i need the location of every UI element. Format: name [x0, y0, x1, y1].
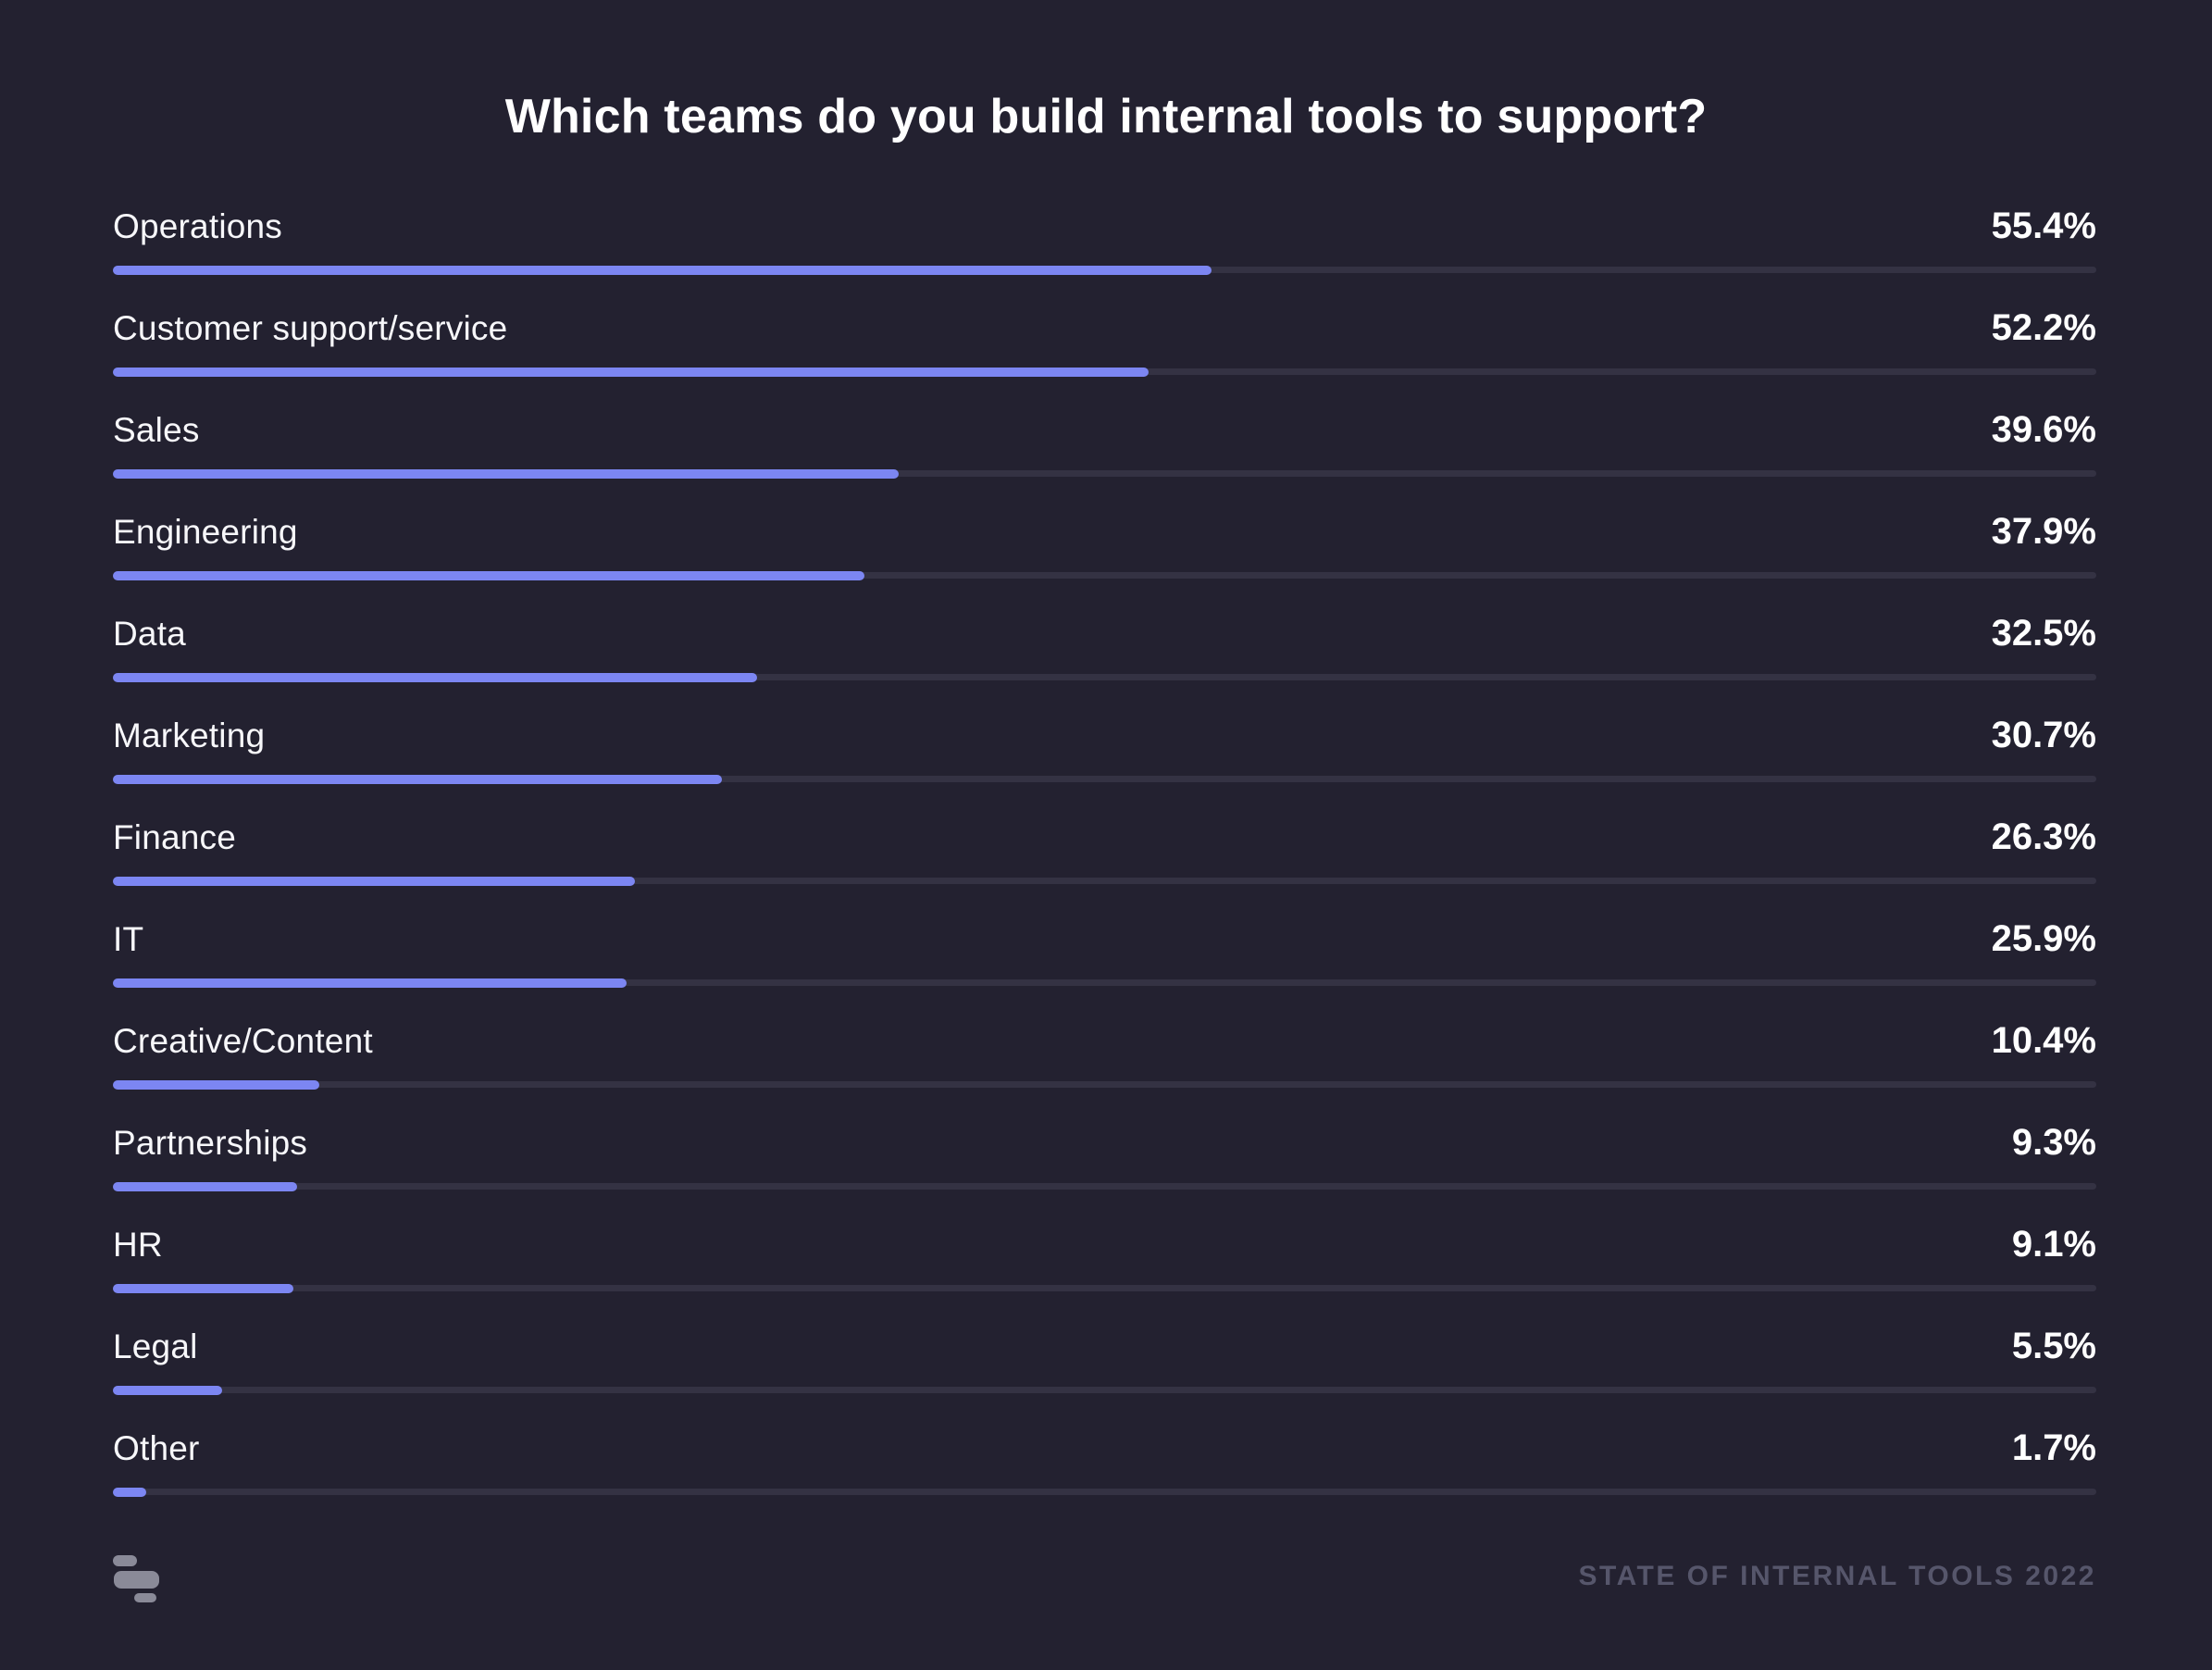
- bar-fill: [113, 1079, 319, 1090]
- value-label: 9.3%: [2011, 1122, 2096, 1163]
- value-label: 5.5%: [2011, 1326, 2096, 1366]
- logo-block-bottom: [134, 1593, 156, 1602]
- bar-fill: [113, 1385, 222, 1395]
- logo-block-middle: [114, 1571, 159, 1589]
- row-head: Engineering 37.9%: [113, 509, 2096, 554]
- bar-track: [113, 468, 2096, 479]
- row-head: Finance 26.3%: [113, 815, 2096, 859]
- chart-row: Other 1.7%: [113, 1426, 2096, 1497]
- value-label: 25.9%: [1991, 918, 2096, 959]
- value-label: 37.9%: [1991, 511, 2096, 552]
- row-head: HR 9.1%: [113, 1222, 2096, 1266]
- value-label: 39.6%: [1991, 409, 2096, 450]
- chart-row: Operations 55.4%: [113, 204, 2096, 275]
- row-head: Sales 39.6%: [113, 407, 2096, 452]
- bar-fill: [113, 1283, 293, 1293]
- bar-fill: [113, 265, 1212, 275]
- category-label: Partnerships: [113, 1124, 308, 1162]
- row-head: IT 25.9%: [113, 916, 2096, 961]
- chart-row: Sales 39.6%: [113, 407, 2096, 479]
- chart-row: Marketing 30.7%: [113, 713, 2096, 784]
- category-label: Marketing: [113, 717, 266, 754]
- bar-track: [113, 1487, 2096, 1497]
- bar-track: [113, 1181, 2096, 1191]
- chart-row: Engineering 37.9%: [113, 509, 2096, 580]
- bar-track: [113, 978, 2096, 988]
- chart-title: Which teams do you build internal tools …: [504, 90, 1708, 143]
- row-head: Legal 5.5%: [113, 1324, 2096, 1368]
- logo-block-top: [113, 1555, 137, 1566]
- bar-fill: [113, 570, 865, 580]
- value-label: 26.3%: [1991, 816, 2096, 857]
- category-label: Finance: [113, 818, 237, 856]
- bar-fill: [113, 978, 628, 988]
- value-label: 1.7%: [2011, 1427, 2096, 1468]
- value-label: 32.5%: [1991, 613, 2096, 654]
- retool-logo-icon: [113, 1553, 159, 1602]
- bar-fill: [113, 468, 899, 479]
- chart-row: Finance 26.3%: [113, 815, 2096, 886]
- value-label: 55.4%: [1991, 206, 2096, 246]
- bar-fill: [113, 876, 635, 886]
- chart-row: Data 32.5%: [113, 611, 2096, 682]
- row-head: Operations 55.4%: [113, 204, 2096, 248]
- category-label: Creative/Content: [113, 1022, 373, 1060]
- category-label: Customer support/service: [113, 309, 508, 347]
- value-label: 52.2%: [1991, 307, 2096, 348]
- chart-row: HR 9.1%: [113, 1222, 2096, 1293]
- category-label: IT: [113, 920, 144, 958]
- chart-row: IT 25.9%: [113, 916, 2096, 988]
- bar-fill: [113, 672, 758, 682]
- bar-track: [113, 1283, 2096, 1293]
- chart-row: Partnerships 9.3%: [113, 1120, 2096, 1191]
- bar-track: [113, 876, 2096, 886]
- value-label: 10.4%: [1991, 1020, 2096, 1061]
- category-label: Legal: [113, 1327, 198, 1365]
- bar-track: [113, 1385, 2096, 1395]
- row-head: Creative/Content 10.4%: [113, 1018, 2096, 1063]
- chart-row: Customer support/service 52.2%: [113, 305, 2096, 377]
- row-head: Data 32.5%: [113, 611, 2096, 655]
- credit-text: STATE OF INTERNAL TOOLS 2022: [1578, 1561, 2096, 1591]
- bar-track: [113, 265, 2096, 275]
- bar-track: [113, 570, 2096, 580]
- chart-row: Creative/Content 10.4%: [113, 1018, 2096, 1090]
- category-label: HR: [113, 1226, 163, 1264]
- bar-fill: [113, 1181, 298, 1191]
- bar-chart: Operations 55.4% Customer support/servic…: [113, 204, 2096, 1497]
- bar-fill: [113, 1487, 147, 1497]
- row-head: Customer support/service 52.2%: [113, 305, 2096, 350]
- chart-row: Legal 5.5%: [113, 1324, 2096, 1395]
- value-label: 30.7%: [1991, 715, 2096, 755]
- category-label: Data: [113, 615, 186, 653]
- category-label: Engineering: [113, 513, 298, 551]
- category-label: Sales: [113, 411, 200, 449]
- bar-track: [113, 1079, 2096, 1090]
- footer: STATE OF INTERNAL TOOLS 2022: [113, 1553, 2096, 1602]
- bar-fill: [113, 367, 1149, 377]
- value-label: 9.1%: [2011, 1224, 2096, 1265]
- bar-track: [113, 367, 2096, 377]
- category-label: Other: [113, 1429, 200, 1467]
- row-head: Marketing 30.7%: [113, 713, 2096, 757]
- bar-fill: [113, 774, 722, 784]
- row-head: Other 1.7%: [113, 1426, 2096, 1470]
- category-label: Operations: [113, 207, 282, 245]
- bar-track: [113, 672, 2096, 682]
- bar-track: [113, 774, 2096, 784]
- row-head: Partnerships 9.3%: [113, 1120, 2096, 1165]
